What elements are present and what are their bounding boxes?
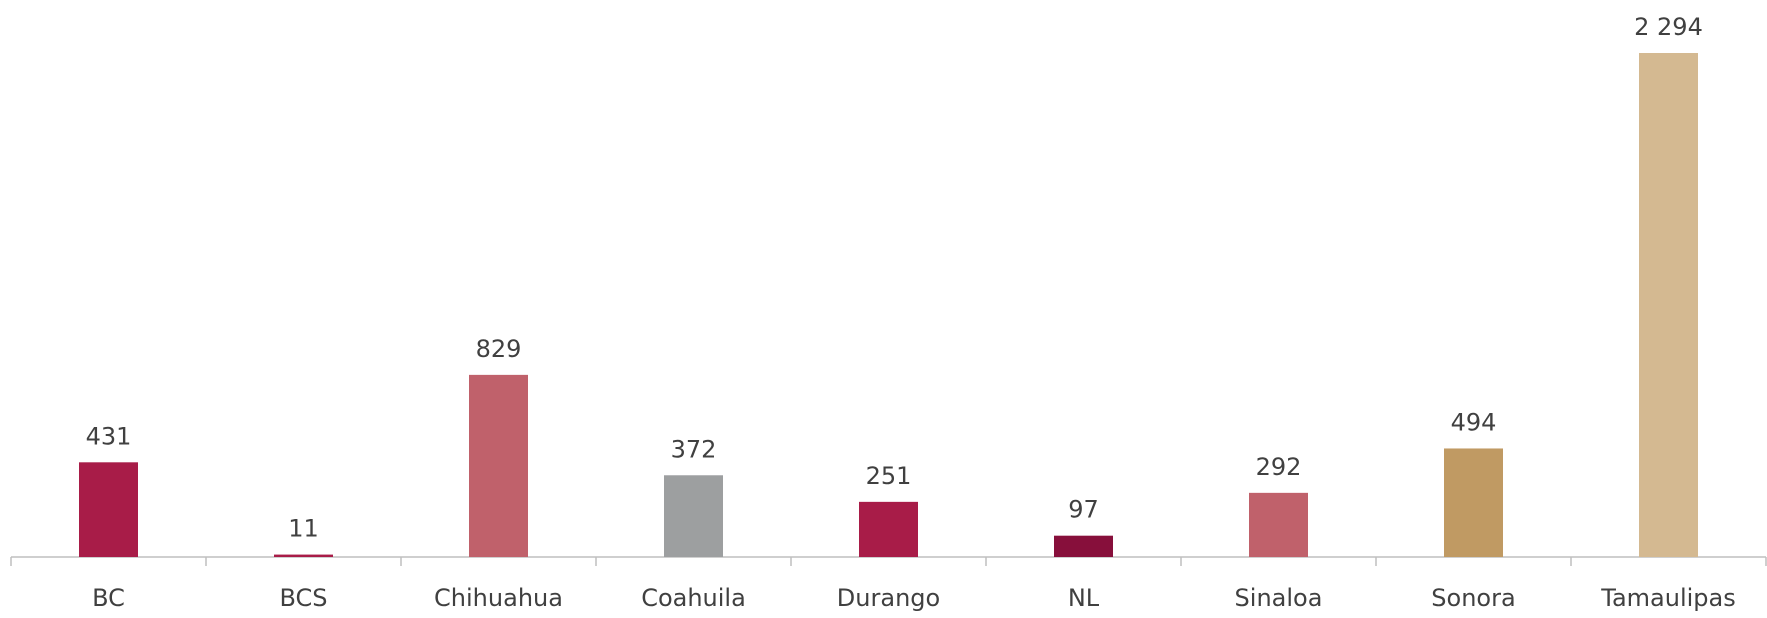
bar — [469, 374, 528, 557]
data-label: 2 294 — [1634, 13, 1703, 41]
x-tick-label: Coahuila — [641, 584, 746, 612]
data-label: 829 — [476, 335, 522, 363]
x-tick-label: Tamaulipas — [1600, 584, 1735, 612]
bar — [664, 475, 723, 557]
data-label: 494 — [1451, 408, 1497, 436]
bar — [859, 501, 918, 557]
x-tick-label: BC — [92, 584, 125, 612]
data-label: 251 — [866, 462, 912, 490]
bar — [1249, 492, 1308, 557]
x-tick-label: BCS — [279, 584, 327, 612]
x-tick-label: Sinaloa — [1235, 584, 1323, 612]
data-label: 292 — [1256, 453, 1302, 481]
bar — [1054, 535, 1113, 557]
bar — [1639, 53, 1698, 557]
x-tick-label: Sonora — [1431, 584, 1515, 612]
data-label: 97 — [1068, 496, 1099, 524]
bar — [79, 462, 138, 557]
data-label: 11 — [288, 515, 319, 543]
data-label: 372 — [671, 435, 717, 463]
data-label: 431 — [86, 422, 132, 450]
x-tick-label: NL — [1068, 584, 1100, 612]
bar — [274, 554, 333, 557]
bar — [1444, 448, 1503, 557]
x-tick-label: Chihuahua — [434, 584, 563, 612]
x-tick-label: Durango — [837, 584, 940, 612]
